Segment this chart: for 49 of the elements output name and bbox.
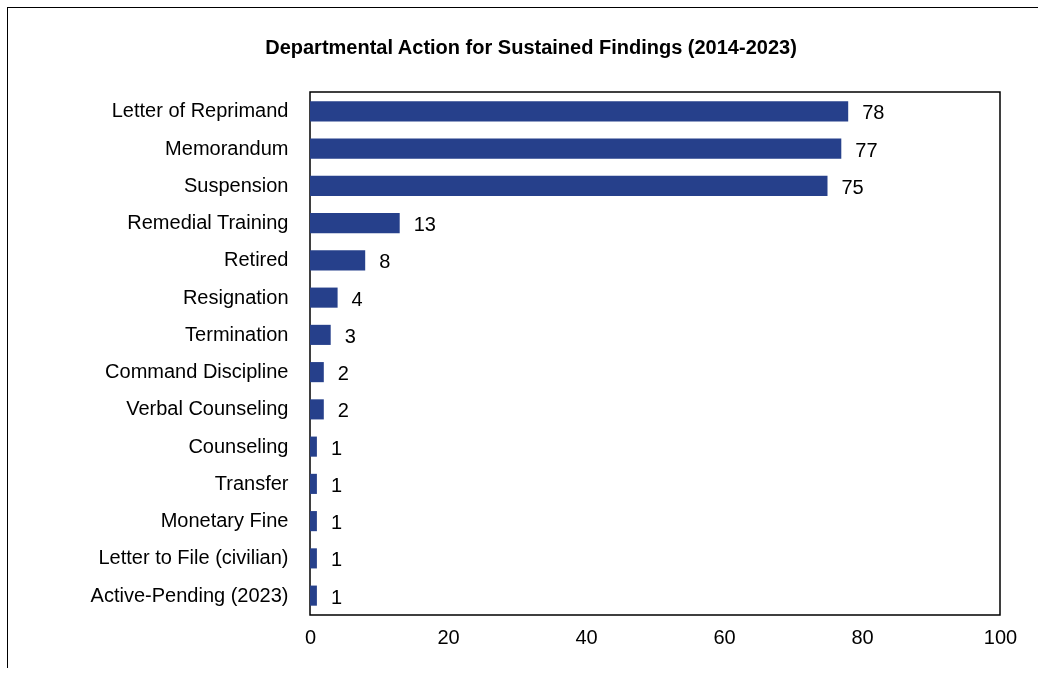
y-tick-label: Resignation <box>182 285 289 308</box>
y-tick-label: Counseling <box>188 434 289 457</box>
data-label: 2 <box>337 399 349 422</box>
data-label: 2 <box>337 362 349 385</box>
x-tick-label: 20 <box>437 625 460 648</box>
data-label: 13 <box>413 213 436 236</box>
x-tick-label: 60 <box>713 625 736 648</box>
data-label: 75 <box>841 175 864 198</box>
bar <box>310 362 324 383</box>
bar <box>310 175 828 196</box>
data-label: 4 <box>351 287 363 310</box>
bar <box>310 548 317 569</box>
bar <box>310 473 317 494</box>
data-label: 78 <box>862 101 885 124</box>
data-label: 1 <box>330 548 343 571</box>
x-tick-label: 40 <box>575 625 598 648</box>
bar <box>310 511 317 532</box>
data-label: 3 <box>344 324 356 347</box>
bar <box>310 324 331 345</box>
x-tick-label: 100 <box>983 625 1018 648</box>
data-label: 1 <box>330 585 343 608</box>
bar <box>310 250 366 271</box>
bar <box>310 287 338 308</box>
y-tick-label: Verbal Counseling <box>126 397 289 420</box>
data-label: 1 <box>330 473 343 496</box>
data-label: 1 <box>330 436 343 459</box>
x-tick-label: 0 <box>304 625 317 648</box>
bar <box>310 101 849 122</box>
data-label: 8 <box>379 250 391 273</box>
y-tick-label: Memorandum <box>165 136 289 159</box>
y-tick-label: Active-Pending (2023) <box>90 583 289 606</box>
bar <box>310 436 317 457</box>
y-tick-label: Retired <box>224 248 289 271</box>
bar <box>310 138 842 159</box>
y-tick-label: Suspension <box>183 173 289 196</box>
y-tick-label: Letter of Reprimand <box>111 99 289 122</box>
bar <box>310 213 400 234</box>
chart-title: Departmental Action for Sustained Findings (2014-2023) <box>265 36 797 58</box>
y-tick-label: Monetary Fine <box>160 509 289 532</box>
y-tick-label: Command Discipline <box>105 360 289 383</box>
bar <box>310 585 317 606</box>
bar <box>310 399 324 420</box>
y-tick-label: Transfer <box>214 471 289 494</box>
x-tick-label: 80 <box>851 625 874 648</box>
y-tick-label: Termination <box>185 322 289 345</box>
y-tick-label: Letter to File (civilian) <box>98 546 289 569</box>
y-tick-label: Remedial Training <box>127 211 289 234</box>
data-label: 77 <box>855 138 878 161</box>
data-label: 1 <box>330 511 343 534</box>
